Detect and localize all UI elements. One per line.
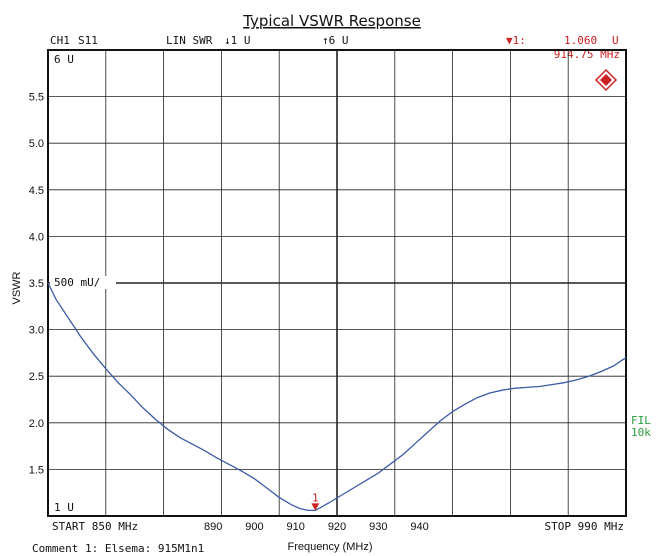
marker-readout-unit: U <box>612 34 619 47</box>
scale-label: ↓1 U <box>224 34 251 47</box>
y-tick-label: 3.0 <box>29 325 44 337</box>
y-tick-label: 5.0 <box>29 138 44 150</box>
marker-triangle <box>311 503 320 511</box>
stop-frequency-label: STOP 990 MHz <box>545 520 624 533</box>
comment-label: Comment 1: Elsema: 915M1n1 <box>32 542 204 555</box>
vswr-trace <box>47 282 627 512</box>
marker-readout-label: ▼1: <box>506 34 526 47</box>
channel-label: CH1 <box>50 34 70 47</box>
format-label: LIN SWR <box>166 34 213 47</box>
y-tick-label: 5.5 <box>29 92 44 104</box>
y-tick-label: 4.5 <box>29 185 44 197</box>
division-label: 500 mU/ <box>54 276 100 289</box>
chart-title: Typical VSWR Response <box>242 12 421 30</box>
rohde-schwarz-logo <box>594 68 618 92</box>
y-tick-label: 2.0 <box>29 418 44 430</box>
marker-readout-value: 1.060 <box>564 34 597 47</box>
filter-label: FIL <box>631 414 651 427</box>
top-scale-label: 6 U <box>54 53 74 66</box>
param-label: S11 <box>78 34 98 47</box>
y-axis-label: VSWR <box>11 271 23 304</box>
y-tick-label: 3.5 <box>29 278 44 290</box>
y-tick-label: 1.5 <box>29 464 44 476</box>
bottom-scale-label: 1 U <box>54 501 74 514</box>
y-tick-labels: 1.5 2.0 2.5 3.0 3.5 4.0 4.5 5.0 5.5 <box>29 92 44 477</box>
ref-label: ↑6 U <box>322 34 349 47</box>
marker-number: 1 <box>312 491 319 504</box>
x-tick-label: 930 <box>369 521 387 533</box>
y-tick-label: 2.5 <box>29 371 44 383</box>
x-tick-labels: 890 900 910 920 930 940 <box>204 521 429 533</box>
marker-readout-freq: 914.75 MHz <box>554 48 620 61</box>
x-tick-label: 910 <box>287 521 305 533</box>
y-tick-label: 4.0 <box>29 231 44 243</box>
start-frequency-label: START 850 MHz <box>52 520 138 533</box>
x-tick-label: 890 <box>204 521 222 533</box>
x-tick-label: 940 <box>410 521 428 533</box>
filter-bandwidth-label: 10k <box>631 426 651 439</box>
x-axis-label: Frequency (MHz) <box>288 541 373 553</box>
x-tick-label: 920 <box>328 521 346 533</box>
x-tick-label: 900 <box>245 521 263 533</box>
grid <box>48 50 626 516</box>
